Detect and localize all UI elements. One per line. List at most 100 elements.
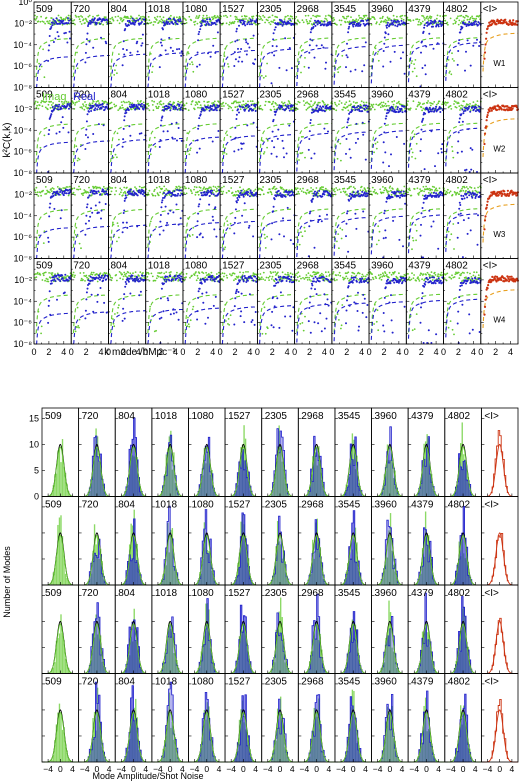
top-panel: 509 (33, 172, 73, 260)
imag-point (235, 18, 237, 21)
imag-point (304, 230, 306, 233)
model-dashed-line (36, 227, 72, 260)
imag-point (185, 108, 187, 110)
imag-point (155, 186, 158, 189)
imag-point (77, 325, 80, 327)
imag-point (380, 20, 383, 23)
imag-point (417, 20, 420, 23)
imag-point (120, 272, 122, 274)
real-point (431, 20, 434, 23)
real-point (47, 236, 50, 239)
imag-point (122, 18, 125, 21)
imag-point (118, 193, 121, 196)
real-point (385, 26, 388, 29)
real-point (392, 107, 395, 110)
real-point (51, 192, 54, 195)
imag-point (417, 194, 420, 196)
imag-point (384, 102, 387, 105)
imag-point (120, 107, 122, 109)
imag-point (306, 20, 308, 23)
real-point (213, 21, 216, 24)
imag-point (79, 106, 82, 109)
imag-point (385, 21, 388, 24)
imag-point (416, 18, 419, 21)
imag-point (38, 62, 40, 65)
real-point (159, 139, 162, 141)
real-point (420, 223, 422, 226)
imag-point (97, 14, 100, 17)
real-point (84, 317, 87, 320)
column-label: 4379 (408, 175, 431, 186)
imag-point (179, 186, 182, 189)
real-point (197, 33, 200, 36)
real-point (390, 153, 392, 156)
imag-point (118, 22, 121, 25)
real-point (99, 22, 101, 25)
real-point (325, 61, 327, 64)
imag-point (149, 305, 152, 308)
real-point (282, 23, 285, 26)
real-point (136, 194, 139, 197)
real-point (159, 214, 162, 216)
imag-point (478, 14, 481, 17)
real-point (239, 19, 241, 22)
real-point (165, 20, 168, 23)
real-point (313, 152, 316, 155)
imag-point (43, 76, 46, 79)
real-point (279, 192, 282, 195)
real-point (56, 298, 58, 301)
column-label: 3960 (371, 175, 394, 186)
real-point (99, 193, 102, 196)
imag-point (390, 193, 393, 196)
y-tick-label: 10⁻⁸ (13, 254, 32, 264)
imag-point (153, 16, 156, 19)
real-point (383, 209, 386, 212)
real-point (47, 304, 50, 307)
real-point (233, 150, 236, 153)
real-point (277, 22, 280, 25)
y-tick-label: 10⁻⁴ (13, 40, 32, 50)
real-point (61, 277, 64, 280)
imag-point (127, 17, 130, 19)
imag-point (197, 190, 199, 193)
imag-point (403, 185, 406, 188)
model-dashed-line (370, 130, 407, 169)
real-point (102, 279, 105, 282)
real-point (59, 280, 62, 282)
imag-point (260, 107, 262, 110)
real-point (180, 50, 183, 53)
real-point (58, 19, 61, 22)
imag-point (229, 222, 232, 225)
real-point (211, 215, 214, 218)
real-point (48, 44, 51, 47)
real-point (213, 228, 216, 231)
imag-point (85, 103, 88, 106)
real-point (67, 17, 69, 20)
real-point (275, 155, 278, 158)
real-point (55, 21, 57, 24)
imag-point (310, 105, 313, 108)
real-point (175, 203, 178, 206)
imag-point (56, 186, 59, 188)
imag-point (387, 17, 390, 20)
imag-point (409, 20, 412, 22)
model-dashed-line (110, 224, 146, 259)
imag-point (384, 108, 386, 111)
real-point (475, 23, 478, 26)
top-panel: 1018 (145, 1, 184, 88)
imag-point (386, 16, 389, 19)
real-point (90, 293, 93, 296)
imag-point (187, 109, 190, 112)
row-label: W1 (493, 59, 506, 68)
column-label: 804 (110, 90, 127, 101)
real-point (350, 196, 353, 199)
real-point (124, 285, 127, 288)
mean-point (508, 19, 512, 22)
imag-point (332, 20, 334, 22)
real-point (316, 104, 319, 107)
real-point (250, 104, 253, 106)
imag-point (156, 15, 159, 18)
real-point (234, 58, 237, 61)
real-point (248, 46, 251, 49)
real-point (125, 283, 128, 285)
